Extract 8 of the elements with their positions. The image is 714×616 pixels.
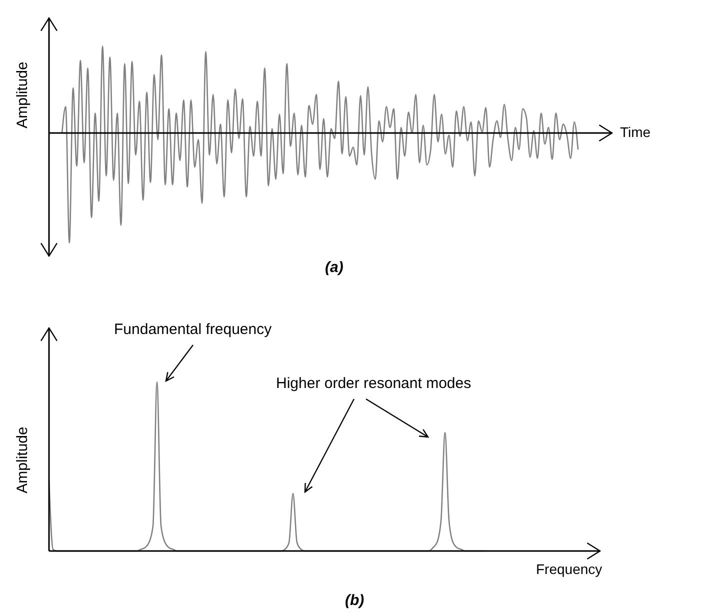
annotation: Higher order resonant modes <box>276 375 472 392</box>
text: (a) <box>325 259 344 276</box>
text: (b) <box>345 592 364 609</box>
y-axis-title: Amplitude <box>14 426 31 494</box>
x-axis-title: Time <box>620 124 651 140</box>
text: Fundamental frequency <box>114 321 272 338</box>
x-axis-title: Frequency <box>536 561 602 577</box>
y-axis-title: Amplitude <box>14 62 31 128</box>
